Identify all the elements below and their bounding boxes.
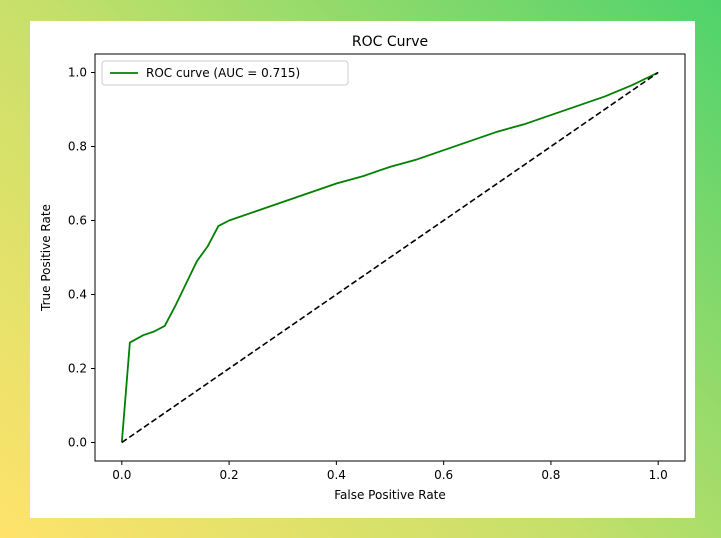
y-tick-label: 0.4: [68, 288, 87, 302]
x-tick-label: 1.0: [649, 468, 668, 482]
axes-frame: [94, 53, 686, 462]
roc-chart: ROC Curve 0.0 0.2 0.4 0.6 0.8 1.0 0.00.20.40.…: [39, 34, 686, 502]
y-axis: 0.0 0.2 0.4 0.6 0.8 1.0: [68, 66, 95, 450]
roc-curve-line: [120, 71, 659, 443]
x-axis-label: False Positive Rate: [334, 488, 446, 502]
y-tick-label: 0.2: [68, 362, 87, 376]
legend: ROC curve (AUC = 0.715): [101, 60, 349, 86]
y-tick-label: 1.0: [68, 66, 87, 80]
x-axis: 0.0 0.2 0.4 0.6 0.8 1.0: [112, 461, 668, 482]
legend-label-roc-curve: ROC curve (AUC = 0.715): [146, 66, 300, 80]
x-tick-label: 0.6: [434, 468, 453, 482]
figure-canvas: ROC Curve 0.0 0.2 0.4 0.6 0.8 1.0 0.0 0.2 0.4 0.…: [30, 21, 695, 518]
chart-title: ROC Curve: [352, 34, 428, 50]
y-tick-label: 0.0: [68, 436, 87, 450]
x-tick-label: 0.0: [112, 468, 131, 482]
y-axis-label: True Positive Rate: [39, 204, 53, 312]
legend-box: [101, 60, 349, 86]
x-tick-label: 0.8: [541, 468, 560, 482]
y-tick-label: 0.8: [68, 140, 87, 154]
x-tick-label: 0.4: [327, 468, 346, 482]
x-tick-label: 0.2: [220, 468, 239, 482]
plot-area: [120, 71, 659, 444]
y-tick-label: 0.6: [68, 214, 87, 228]
chance-diagonal-line: [121, 71, 659, 444]
